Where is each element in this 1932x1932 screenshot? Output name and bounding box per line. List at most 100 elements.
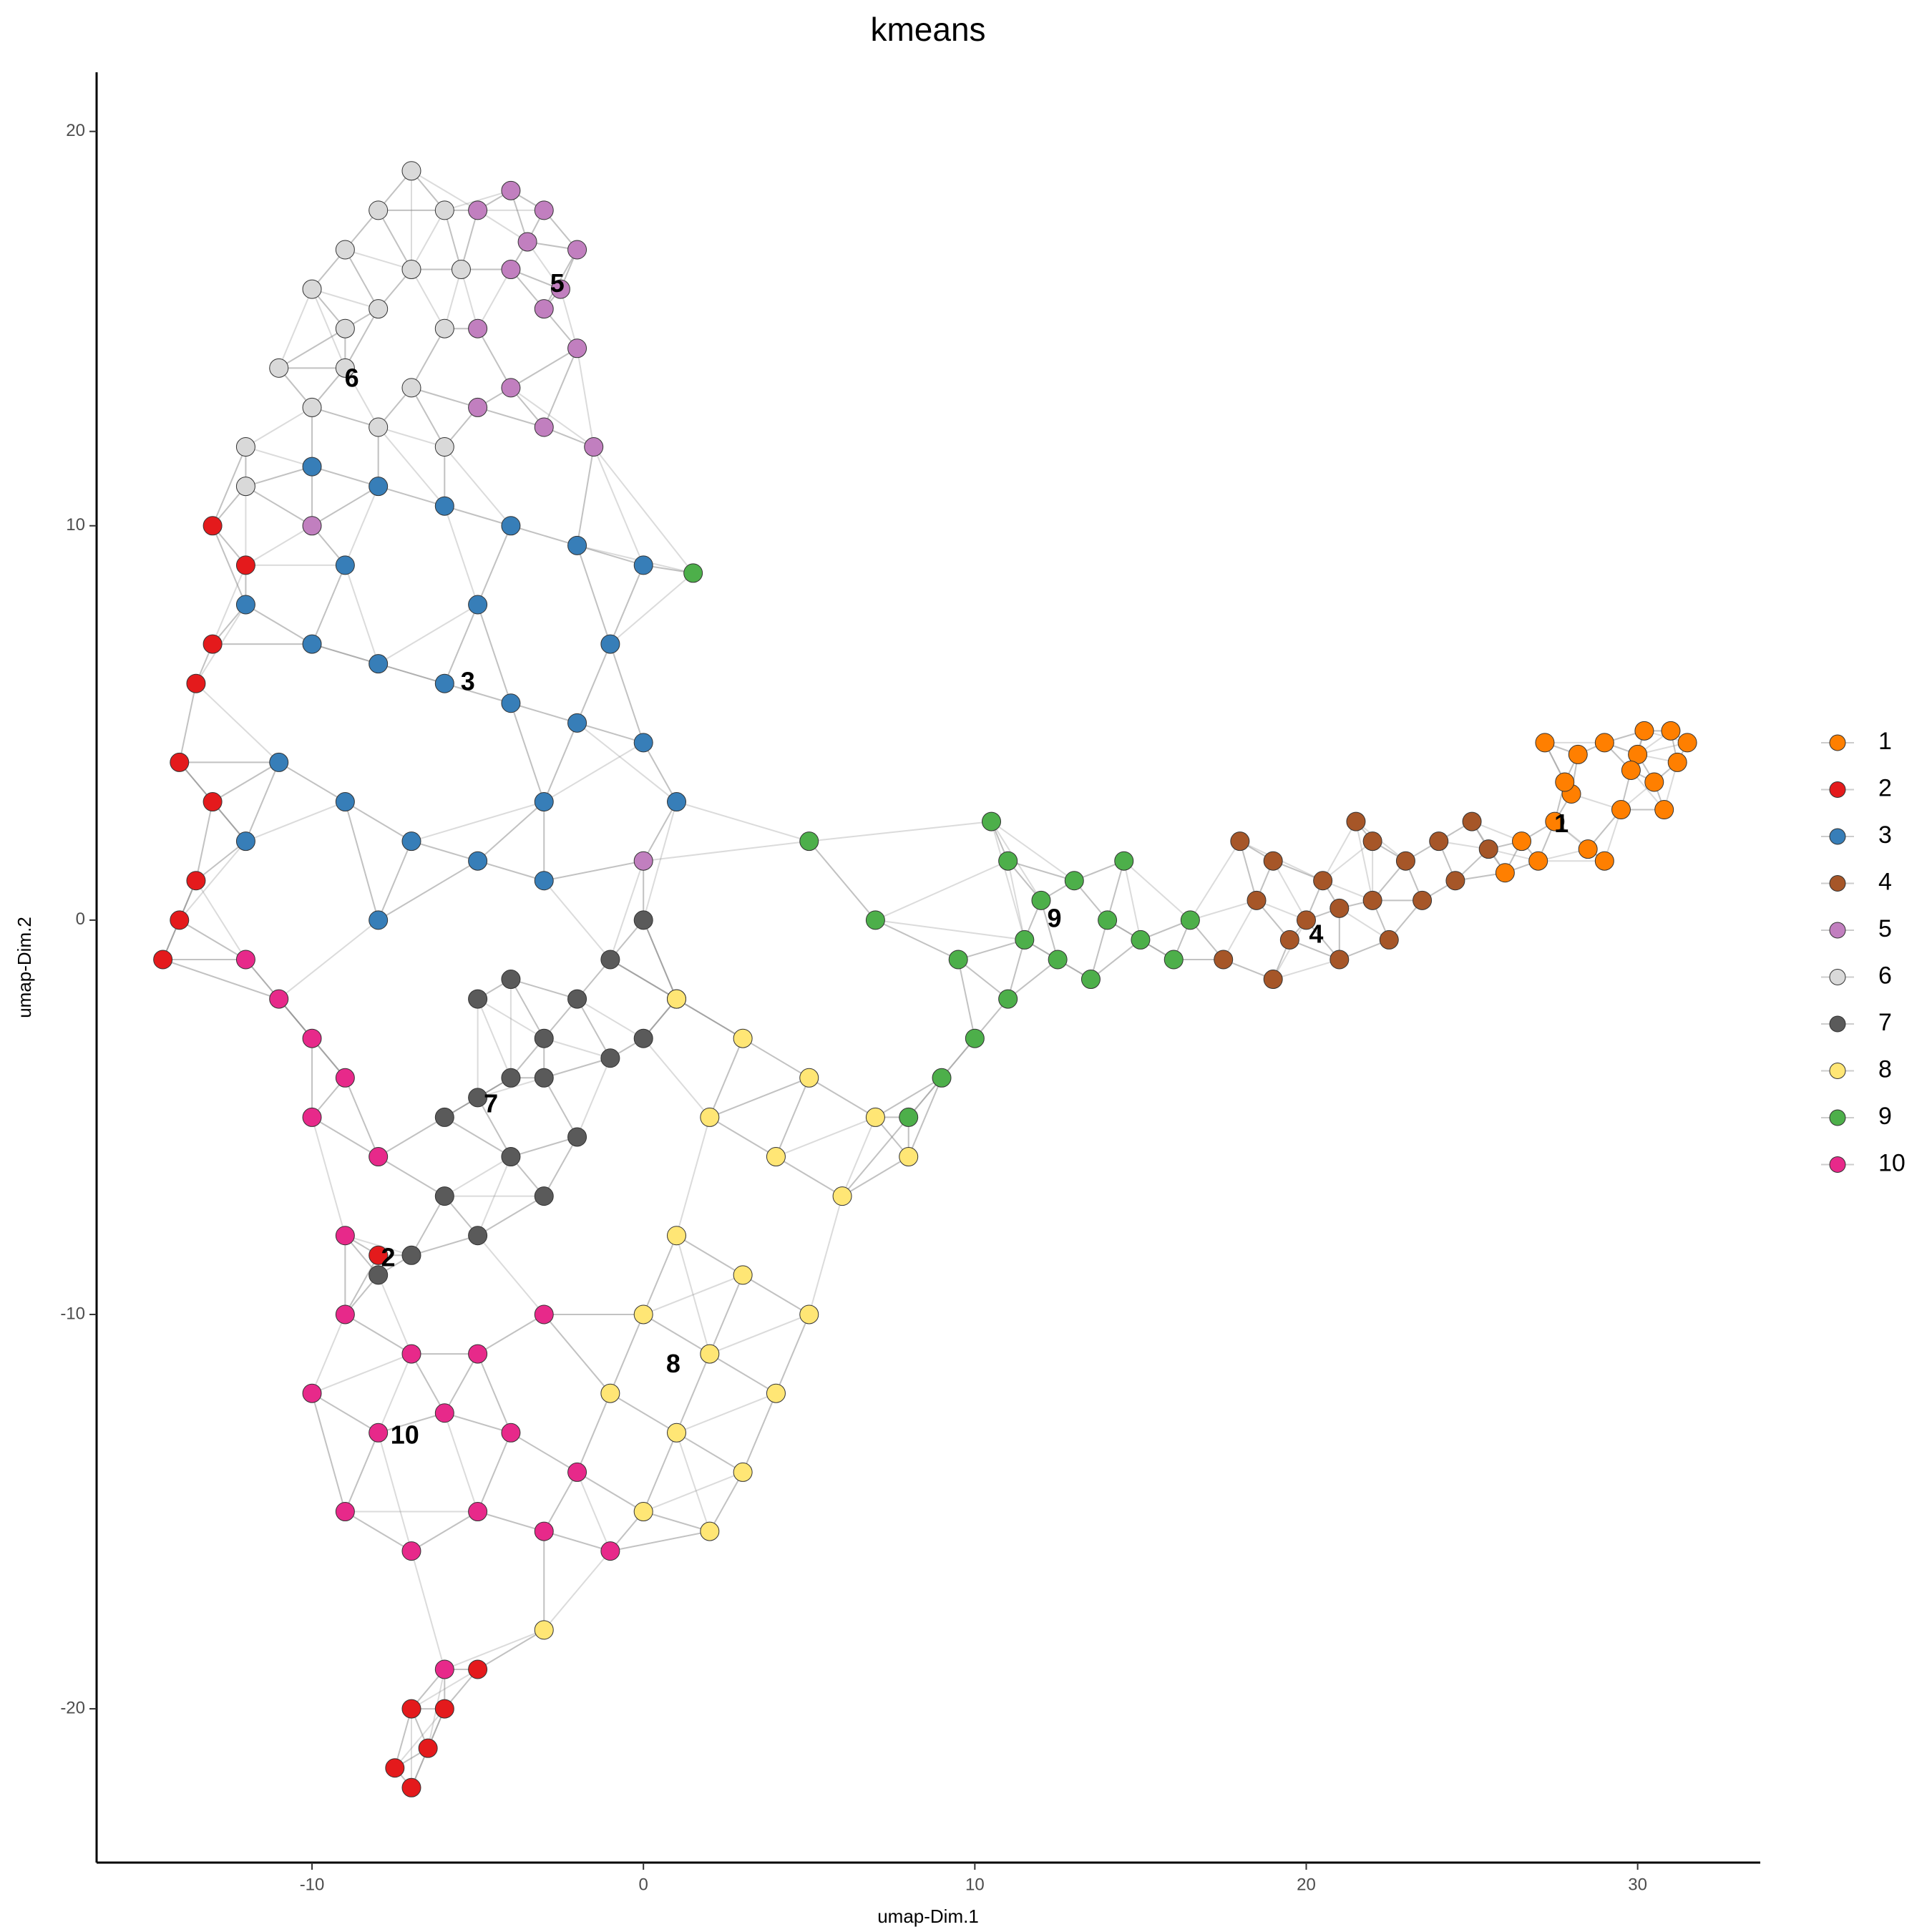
point — [235, 831, 255, 852]
edge — [411, 1353, 446, 1414]
point — [633, 555, 653, 575]
edge — [378, 485, 445, 507]
y-tick-label: -20 — [60, 1698, 85, 1717]
edge — [195, 683, 280, 763]
point — [700, 1521, 720, 1541]
x-axis-label: umap-Dim.1 — [877, 1906, 979, 1927]
edge — [709, 1116, 776, 1158]
edge — [444, 1156, 512, 1197]
edge — [311, 1116, 379, 1158]
edge — [477, 1195, 545, 1236]
edge — [543, 1057, 611, 1079]
edge — [957, 939, 1025, 960]
edge — [643, 801, 678, 921]
point — [468, 1502, 488, 1522]
point — [1578, 839, 1598, 859]
edge — [344, 1077, 379, 1157]
point — [600, 1048, 620, 1068]
point — [468, 1344, 488, 1364]
edge — [1090, 919, 1108, 980]
edge — [1123, 860, 1141, 940]
edge — [1090, 919, 1108, 980]
edge — [311, 1353, 412, 1395]
edge — [576, 1472, 611, 1552]
edge — [311, 1392, 379, 1434]
point — [501, 1068, 521, 1088]
edge — [675, 998, 743, 1040]
legend-label: 6 — [1878, 962, 1892, 989]
edge — [675, 1432, 743, 1473]
edge — [245, 604, 313, 645]
edge — [377, 210, 412, 270]
legend-marker — [1829, 1063, 1846, 1079]
edge — [162, 959, 280, 1000]
point — [269, 989, 289, 1009]
point — [501, 180, 521, 200]
edge — [477, 1314, 545, 1355]
edge — [178, 683, 197, 763]
point — [434, 318, 454, 338]
edge — [444, 505, 512, 527]
edge — [311, 565, 346, 645]
edge — [510, 702, 577, 724]
edge — [1040, 900, 1059, 960]
edge — [378, 485, 445, 507]
edge — [195, 840, 247, 882]
edge — [592, 447, 645, 566]
edge — [444, 1353, 479, 1414]
point — [633, 1502, 653, 1522]
edge — [543, 1136, 578, 1197]
edge — [444, 1116, 512, 1158]
point — [1395, 851, 1415, 871]
edge — [344, 249, 379, 310]
edge — [411, 1234, 478, 1257]
point — [766, 1147, 786, 1167]
edge — [311, 466, 379, 487]
point — [1031, 890, 1051, 910]
edge — [477, 269, 512, 329]
edge — [510, 1432, 578, 1473]
edge — [311, 406, 379, 428]
point — [235, 477, 255, 497]
edge — [377, 426, 446, 507]
edge — [742, 1038, 810, 1079]
point — [302, 457, 322, 477]
point — [468, 1659, 488, 1679]
x-tick-label: -10 — [300, 1875, 325, 1894]
edge — [311, 565, 346, 645]
point — [600, 1383, 620, 1403]
point — [1654, 800, 1674, 820]
point — [302, 279, 322, 299]
point — [1568, 744, 1588, 764]
edge — [609, 1314, 645, 1394]
point — [667, 989, 687, 1009]
edge — [577, 998, 644, 1040]
point — [832, 1186, 852, 1206]
edge — [477, 1097, 512, 1158]
point — [468, 1088, 488, 1108]
point — [567, 1127, 587, 1147]
edge — [510, 347, 578, 389]
edge — [311, 1117, 346, 1236]
edge — [245, 762, 280, 842]
edge — [444, 1413, 479, 1512]
edge — [1272, 959, 1340, 980]
edge — [411, 328, 446, 389]
edge — [477, 860, 545, 882]
edge — [509, 703, 545, 802]
point — [369, 654, 389, 674]
point — [600, 634, 620, 654]
edge — [543, 1531, 611, 1552]
edge — [344, 1077, 379, 1157]
edge — [609, 643, 645, 743]
point — [1263, 970, 1283, 990]
edge — [245, 466, 313, 487]
edge — [311, 643, 379, 665]
edge — [245, 604, 313, 645]
edge — [311, 1392, 379, 1434]
edge — [576, 1392, 611, 1473]
point — [766, 1383, 786, 1403]
edge — [411, 1511, 479, 1552]
point — [683, 563, 703, 583]
